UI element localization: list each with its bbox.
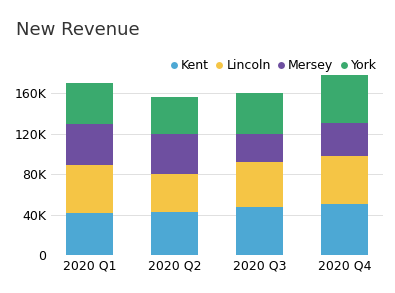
Bar [322,75,368,123]
Bar [151,174,198,212]
Bar [236,93,283,134]
Bar [151,134,198,174]
Bar [66,124,113,165]
Bar [236,134,283,162]
Bar [236,207,283,255]
Text: New Revenue: New Revenue [16,21,139,38]
Bar [151,98,198,134]
Bar [322,205,368,255]
Bar [66,83,113,124]
Bar [66,212,113,255]
Bar [66,165,113,212]
Bar [322,156,368,205]
Bar [322,123,368,156]
Legend: Kent, Lincoln, Mersey, York: Kent, Lincoln, Mersey, York [171,59,377,72]
Bar [151,212,198,255]
Bar [236,162,283,207]
